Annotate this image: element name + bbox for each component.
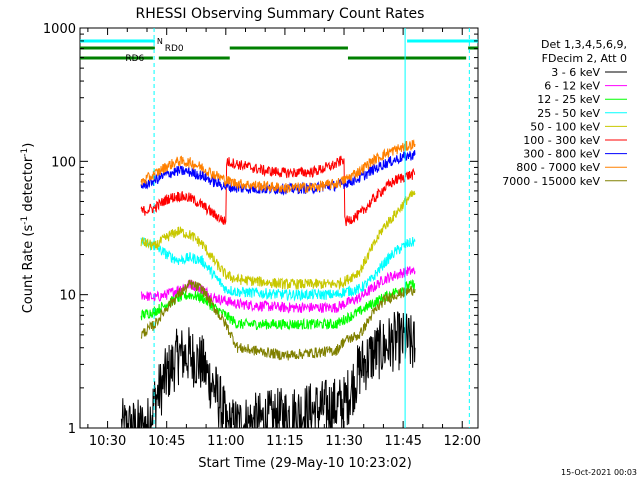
legend-label-2: 12 - 25 keV <box>537 93 600 106</box>
y-axis-label-part1: Count Rate (s <box>21 225 36 314</box>
marker-label-rd0: RD0 <box>165 44 184 54</box>
legend-label-8: 7000 - 15000 keV <box>502 175 600 188</box>
y-tick-label-0: 1 <box>68 422 76 437</box>
y-axis-label-part2: detector <box>21 156 36 216</box>
legend: Det 1,3,4,5,6,9, FDecim 2, Att 0 3 - 6 k… <box>502 38 627 188</box>
y-tick-label-2: 100 <box>51 155 76 170</box>
series-line-0 <box>120 311 416 429</box>
y-axis-label-part3: ) <box>21 143 36 148</box>
x-tick-label-0: 10:30 <box>89 434 126 449</box>
series-line-7 <box>140 139 416 194</box>
y-tick-label-1: 10 <box>59 289 76 304</box>
marker-label-n: N <box>157 37 163 46</box>
series-group <box>120 139 416 429</box>
x-tick-label-1: 10:45 <box>148 434 185 449</box>
x-tick-label-4: 11:30 <box>325 434 362 449</box>
x-tick-label-6: 12:00 <box>444 434 481 449</box>
chart-title: RHESSI Observing Summary Count Rates <box>136 6 425 22</box>
x-tick-label-5: 11:45 <box>384 434 421 449</box>
legend-label-7: 800 - 7000 keV <box>516 161 600 174</box>
series-line-4 <box>140 190 416 291</box>
y-tick-label-3: 1000 <box>43 22 76 37</box>
y-axis-label-sup2: -1 <box>20 148 30 157</box>
y-axis-label: Count Rate (s-1 detector-1) <box>20 143 36 314</box>
x-tick-label-3: 11:15 <box>266 434 303 449</box>
x-axis-label: Start Time (29-May-10 10:23:02) <box>198 456 412 471</box>
legend-label-4: 50 - 100 keV <box>530 120 600 133</box>
plot-frame <box>79 27 479 429</box>
legend-label-0: 3 - 6 keV <box>551 66 600 79</box>
plot-box <box>79 27 479 429</box>
x-tick-label-2: 11:00 <box>207 434 244 449</box>
series-line-3 <box>140 236 416 302</box>
series-line-5 <box>140 155 416 227</box>
legend-label-6: 300 - 800 keV <box>523 148 600 161</box>
footer-date: 15-Oct-2021 00:03 <box>561 468 637 477</box>
legend-label-1: 6 - 12 keV <box>544 80 600 93</box>
series-line-1 <box>140 266 416 314</box>
legend-label-5: 100 - 300 keV <box>523 134 600 147</box>
legend-header-line-1: Det 1,3,4,5,6,9, <box>541 38 627 51</box>
axes-group: 10:30 10:45 11:00 11:15 11:30 11:45 12:00 1 10 10… <box>43 22 481 449</box>
y-axis-label-sup1: -1 <box>20 216 30 225</box>
series-line-8 <box>140 279 416 361</box>
legend-label-3: 25 - 50 keV <box>537 107 600 120</box>
legend-header-line-2: FDecim 2, Att 0 <box>542 52 627 65</box>
series-line-2 <box>140 279 416 331</box>
marker-label-rd6: RD6 <box>125 54 144 64</box>
